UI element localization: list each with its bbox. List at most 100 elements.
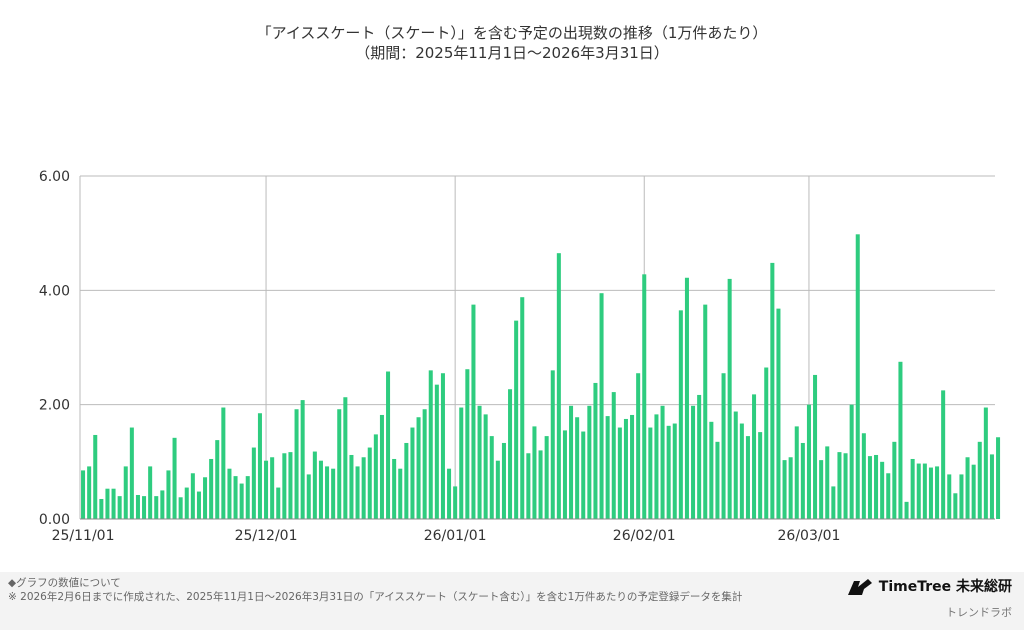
footer: ◆グラフの数値について ※ 2026年2月6日までに作成された、2025年11月…	[0, 572, 1024, 630]
y-tick-label: 2.00	[39, 398, 70, 414]
bar	[105, 488, 110, 519]
bar	[465, 369, 470, 519]
logo: TimeTree 未来総研	[846, 576, 1012, 597]
chart: 「アイススケート（スケート）」を含む予定の出現数の推移（1万件あたり） （期間：…	[39, 24, 1001, 544]
bar	[282, 453, 287, 519]
bar	[752, 394, 757, 519]
bar	[648, 427, 653, 519]
bar	[691, 405, 696, 519]
bar	[758, 432, 763, 519]
y-tick-label: 4.00	[39, 283, 70, 299]
bar	[575, 417, 580, 519]
bar	[270, 457, 275, 519]
bar	[587, 405, 592, 519]
bar	[959, 474, 964, 519]
bar	[599, 293, 604, 519]
bar	[306, 474, 311, 519]
bar	[971, 464, 976, 519]
bar	[642, 274, 647, 519]
bar	[867, 456, 872, 519]
bar	[819, 460, 824, 519]
bar	[910, 458, 915, 519]
x-tick-label: 26/02/01	[613, 528, 676, 544]
bar	[611, 392, 616, 519]
bar	[373, 434, 378, 519]
x-tick-label: 26/01/01	[424, 528, 487, 544]
bar	[861, 433, 866, 519]
bar	[916, 463, 921, 519]
bar	[477, 405, 482, 519]
bar	[831, 486, 836, 519]
bar	[880, 461, 885, 519]
bar	[459, 407, 464, 519]
bar	[184, 487, 189, 519]
bar	[325, 466, 330, 519]
bar	[257, 413, 262, 519]
bar	[392, 458, 397, 519]
bar	[227, 468, 232, 519]
bar	[837, 452, 842, 519]
bar	[776, 308, 781, 519]
bar	[849, 404, 854, 519]
bar	[977, 441, 982, 519]
bar	[843, 453, 848, 519]
bar	[508, 389, 513, 519]
bar	[965, 457, 970, 519]
bar	[209, 458, 214, 519]
bar	[654, 414, 659, 519]
bar	[154, 496, 159, 519]
y-tick-label: 6.00	[39, 169, 70, 185]
bar	[233, 476, 238, 519]
bar	[745, 436, 750, 519]
bar	[898, 361, 903, 519]
bar	[593, 382, 598, 519]
bar	[428, 370, 433, 519]
bar	[697, 394, 702, 519]
bar	[166, 470, 171, 519]
bar	[434, 384, 439, 519]
bar	[660, 405, 665, 519]
bar	[544, 436, 549, 519]
chart-subtitle: （期間：2025年11月1日〜2026年3月31日）	[355, 44, 669, 62]
bar	[398, 468, 403, 519]
bar	[148, 466, 153, 519]
bar	[343, 397, 348, 519]
bar	[623, 418, 628, 519]
bar	[788, 457, 793, 519]
bar	[581, 431, 586, 519]
bar	[245, 476, 250, 519]
sublogo: トレンドラボ	[946, 606, 1012, 619]
bar	[331, 468, 336, 519]
bar	[605, 416, 610, 519]
bar	[782, 460, 787, 519]
bar	[276, 487, 281, 519]
bar	[215, 440, 220, 519]
bar	[239, 483, 244, 519]
bar	[806, 404, 811, 519]
bar	[947, 474, 952, 519]
bar	[532, 426, 537, 519]
bar	[367, 447, 372, 519]
bar	[349, 454, 354, 519]
bar	[550, 370, 555, 519]
bar	[721, 373, 726, 519]
bar	[142, 496, 147, 519]
bar	[825, 446, 830, 519]
bar	[379, 414, 384, 519]
bar	[813, 374, 818, 519]
bar	[81, 470, 86, 519]
bar	[422, 409, 427, 519]
bar	[386, 371, 391, 519]
bar	[203, 477, 208, 519]
bar	[953, 493, 958, 519]
bar	[318, 460, 323, 519]
bar	[288, 452, 293, 519]
bar	[514, 320, 519, 519]
bar	[733, 411, 738, 519]
bar	[440, 373, 445, 519]
bar	[727, 278, 732, 519]
bar	[886, 473, 891, 519]
bar	[636, 373, 641, 519]
bar	[520, 297, 525, 519]
